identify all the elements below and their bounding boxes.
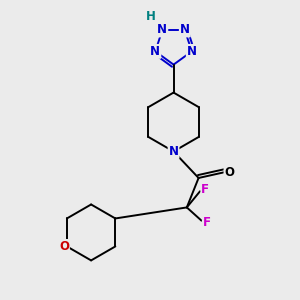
Text: N: N xyxy=(187,45,197,58)
Text: N: N xyxy=(157,23,167,37)
Text: N: N xyxy=(180,23,190,37)
Text: O: O xyxy=(224,166,235,178)
Text: H: H xyxy=(146,10,155,23)
Text: O: O xyxy=(59,240,69,253)
Text: N: N xyxy=(150,45,161,58)
Text: N: N xyxy=(169,145,178,158)
Text: F: F xyxy=(201,183,209,196)
Text: F: F xyxy=(203,216,211,229)
